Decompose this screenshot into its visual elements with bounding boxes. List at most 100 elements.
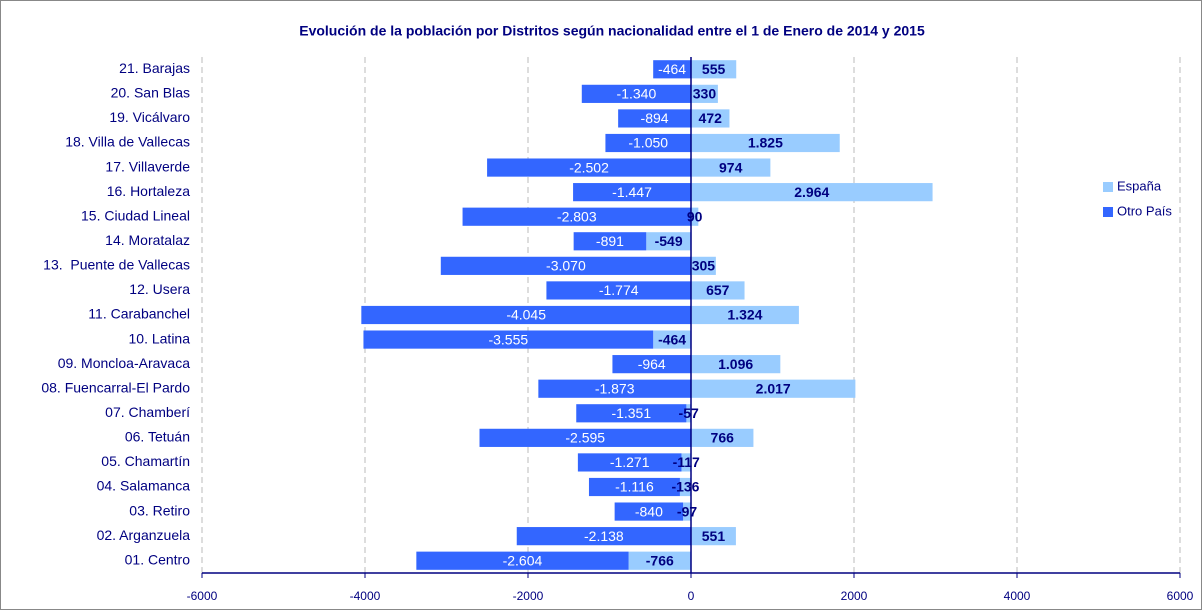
y-tick-label: 10. Latina: [129, 330, 191, 346]
bar: [614, 502, 684, 521]
bar: [538, 379, 691, 398]
bar: [628, 551, 691, 570]
bar: [479, 428, 691, 447]
bar: [573, 232, 647, 251]
data-label: 1.324: [727, 307, 762, 323]
data-label: -2.138: [584, 528, 624, 544]
data-label: -97: [677, 503, 697, 519]
bar: [691, 281, 745, 300]
data-label: -2.595: [565, 430, 605, 446]
data-label: -891: [596, 233, 624, 249]
data-label: 472: [699, 110, 723, 126]
data-label: 555: [702, 61, 726, 77]
data-label: 305: [692, 258, 716, 274]
bar: [653, 60, 691, 79]
data-label: -2.502: [569, 159, 609, 175]
bar: [546, 281, 691, 300]
y-tick-label: 08. Fuencarral-El Pardo: [41, 379, 190, 395]
bar: [691, 379, 856, 398]
bar: [612, 355, 691, 374]
bar: [691, 84, 718, 103]
data-label: 551: [702, 528, 726, 544]
data-label: -840: [635, 503, 663, 519]
data-label: -4.045: [506, 307, 546, 323]
data-label: -136: [671, 479, 699, 495]
bar: [646, 232, 691, 251]
bar: [691, 355, 781, 374]
data-label: -1.271: [610, 454, 650, 470]
data-label: -3.555: [488, 331, 528, 347]
x-tick-label: 4000: [1004, 589, 1031, 603]
y-tick-label: 20. San Blas: [111, 85, 190, 101]
bar: [618, 109, 691, 128]
bar: [577, 453, 682, 472]
bar: [581, 84, 691, 103]
data-label: 974: [719, 159, 743, 175]
y-tick-label: 09. Moncloa-Aravaca: [58, 355, 191, 371]
bar: [691, 256, 716, 275]
bar: [605, 133, 691, 153]
data-label: -964: [638, 356, 666, 372]
bar: [691, 109, 730, 128]
legend-label: Otro País: [1117, 203, 1172, 218]
bar: [487, 158, 691, 177]
bar: [679, 477, 691, 497]
x-tick-label: 0: [688, 589, 695, 603]
data-label: -57: [679, 405, 699, 421]
data-label: 90: [687, 208, 703, 224]
data-label: -1.873: [595, 380, 635, 396]
bar: [691, 158, 771, 177]
data-label: 657: [706, 282, 730, 298]
bar: [516, 527, 691, 546]
bar: [653, 330, 691, 349]
data-label: -1.050: [628, 135, 668, 151]
bar: [691, 305, 799, 325]
y-tick-label: 13. Puente de Vallecas: [43, 257, 190, 273]
bar: [681, 453, 691, 472]
y-tick-label: 11. Carabanchel: [88, 306, 190, 322]
bar: [440, 256, 691, 275]
y-tick-label: 14. Moratalaz: [105, 232, 190, 248]
bar: [686, 404, 691, 423]
bar: [691, 183, 933, 202]
y-tick-label: 04. Salamanca: [97, 478, 191, 494]
y-tick-label: 01. Centro: [125, 551, 191, 567]
data-label: 2.964: [794, 184, 829, 200]
bar: [683, 502, 691, 521]
legend-swatch: [1103, 182, 1113, 192]
x-tick-label: -2000: [513, 589, 544, 603]
data-label: 1.096: [718, 356, 753, 372]
y-tick-label: 06. Tetuán: [125, 429, 190, 445]
data-label: -2.803: [557, 208, 597, 224]
data-label: -464: [658, 61, 686, 77]
y-tick-label: 15. Ciudad Lineal: [81, 207, 190, 223]
y-tick-label: 02. Arganzuela: [97, 527, 191, 543]
bar: [573, 183, 691, 202]
y-tick-label: 18. Villa de Vallecas: [65, 134, 190, 150]
data-label: -3.070: [546, 258, 586, 274]
y-tick-label: 21. Barajas: [119, 60, 190, 76]
data-label: -1.116: [615, 479, 654, 495]
legend-swatch: [1103, 207, 1113, 217]
y-tick-label: 19. Vicálvaro: [109, 109, 190, 125]
bar: [588, 477, 680, 497]
y-tick-label: 16. Hortaleza: [107, 183, 190, 199]
y-tick-label: 05. Chamartín: [101, 453, 190, 469]
y-tick-label: 07. Chamberí: [105, 404, 190, 420]
bar: [691, 60, 737, 79]
bar: [462, 207, 691, 226]
bar: [691, 133, 840, 153]
y-tick-label: 12. Usera: [129, 281, 190, 297]
data-label: -1.340: [617, 86, 657, 102]
x-tick-label: -6000: [187, 589, 218, 603]
bars: [361, 57, 933, 573]
bar: [363, 330, 654, 349]
data-label: -117: [673, 454, 700, 470]
x-tick-label: 2000: [841, 589, 868, 603]
bar: [576, 404, 687, 423]
data-label: -894: [641, 110, 669, 126]
x-tick-label: 6000: [1167, 589, 1194, 603]
data-label: 766: [711, 430, 735, 446]
chart-title: Evolución de la población por Distritos …: [299, 23, 925, 39]
